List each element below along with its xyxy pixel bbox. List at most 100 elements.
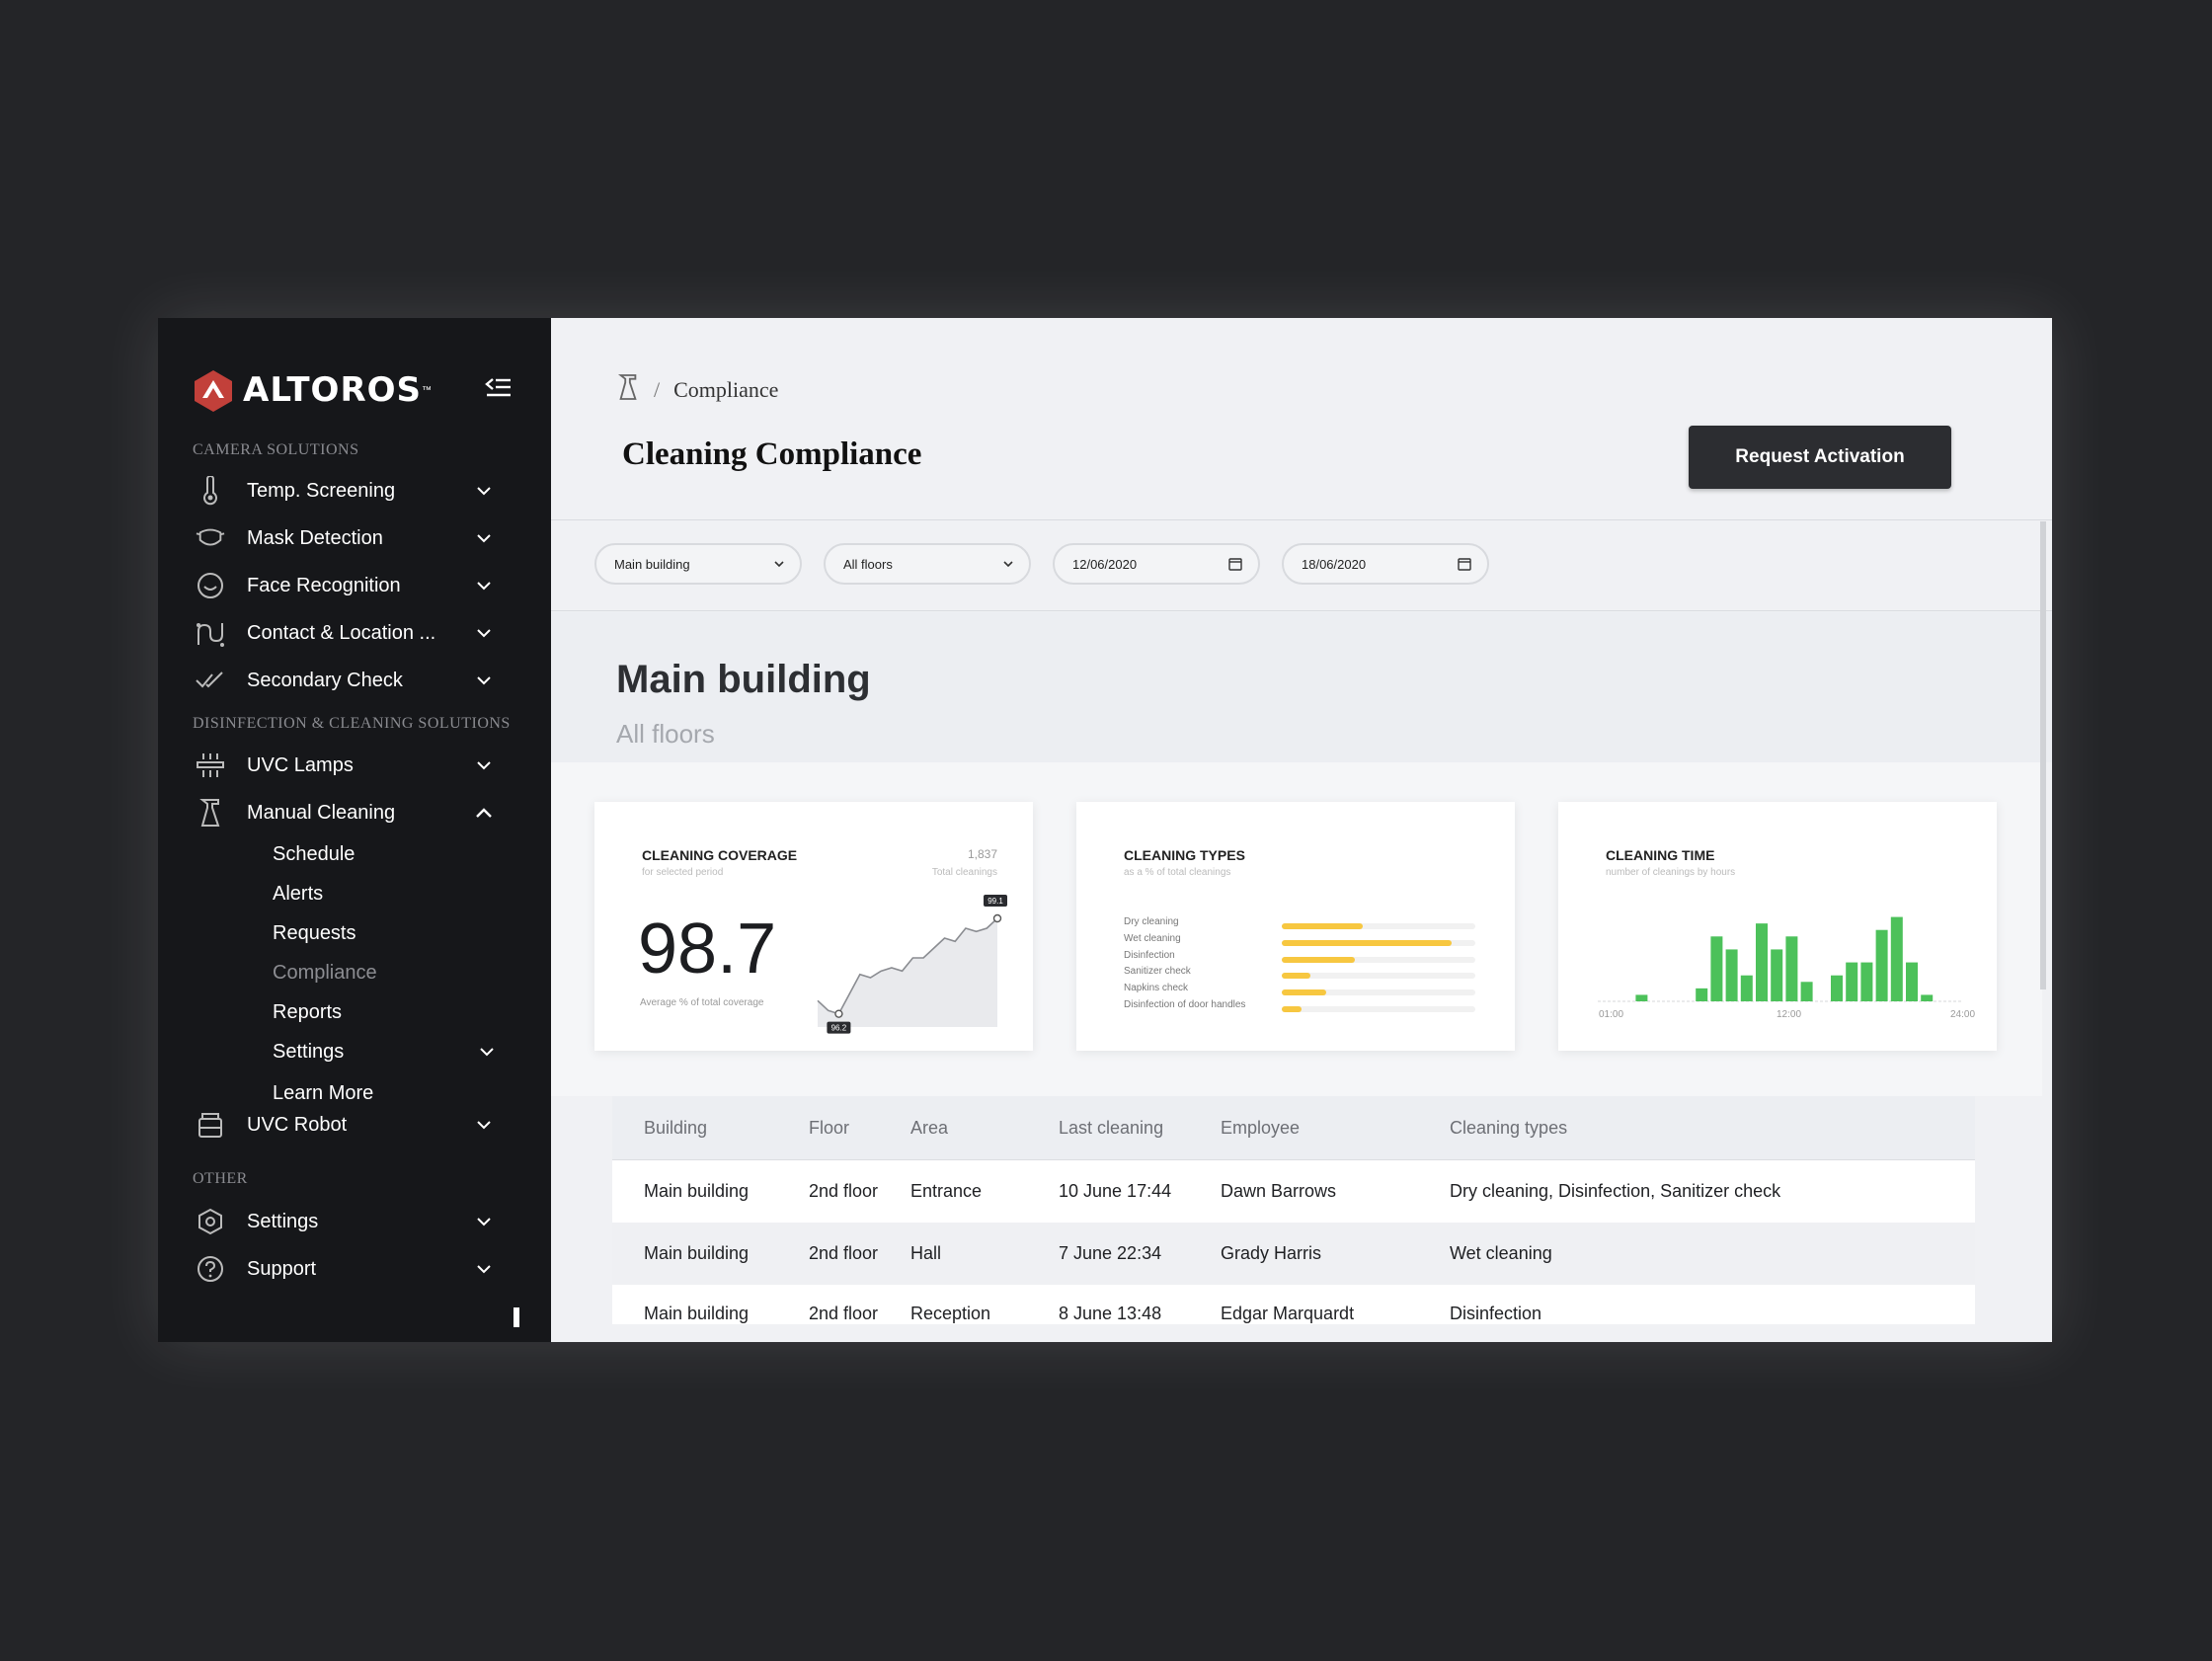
table-row[interactable]: Main building 2nd floor Hall 7 June 22:3… [612, 1223, 1975, 1285]
table-row[interactable]: Main building 2nd floor Reception 8 June… [612, 1285, 1975, 1324]
time-bar [1831, 975, 1843, 1001]
submenu-item-requests[interactable]: Requests [273, 922, 356, 944]
bar-fill [1282, 939, 1453, 946]
submenu-item-compliance[interactable]: Compliance [273, 962, 377, 984]
column-header-cleaning-types[interactable]: Cleaning types [1450, 1117, 1568, 1138]
time-bar [1756, 923, 1768, 1001]
chevron-down-icon[interactable] [474, 533, 494, 543]
axis-tick-label: 01:00 [1599, 1009, 1624, 1020]
sidebar-item-label: Support [247, 1257, 317, 1280]
submenu-item-learn-more[interactable]: Learn More [273, 1082, 374, 1104]
column-header-area[interactable]: Area [910, 1117, 949, 1138]
calendar-icon[interactable] [1458, 557, 1471, 571]
card-title: CLEANING TIME [1606, 847, 1715, 863]
cell-floor: 2nd floor [809, 1304, 879, 1323]
main-scrollbar[interactable] [2040, 521, 2046, 989]
max-point [992, 913, 1002, 923]
section-camera-solutions: CAMERA SOLUTIONS [193, 441, 359, 458]
card-subtitle: as a % of total cleanings [1124, 867, 1231, 878]
chevron-down-icon[interactable] [474, 675, 494, 685]
sidebar-scrollbar[interactable] [514, 1307, 519, 1327]
sidebar-item-face-recognition[interactable]: Face Recognition [188, 564, 494, 607]
app-window: ALTOROS ™ CAMERA SOLUTIONS Temp. Screenin… [158, 318, 2052, 1342]
logo[interactable]: ALTOROS ™ [192, 368, 432, 412]
request-activation-button[interactable]: Request Activation [1689, 426, 1951, 489]
chevron-down-icon[interactable] [474, 1264, 494, 1274]
total-cleanings-label: Total cleanings [931, 867, 997, 878]
cell-last-cleaning: 10 June 17:44 [1059, 1181, 1172, 1201]
cell-cleaning-types: Wet cleaning [1450, 1243, 1552, 1263]
chevron-down-icon[interactable] [474, 486, 494, 496]
sidebar-item-contact-location[interactable]: Contact & Location ... [188, 611, 494, 655]
building-select[interactable]: Main building [594, 543, 802, 585]
sidebar-item-uvc-robot[interactable]: UVC Robot [188, 1103, 494, 1147]
chevron-down-icon[interactable] [474, 1217, 494, 1226]
sidebar-item-temp-screening[interactable]: Temp. Screening [188, 469, 494, 513]
type-bar-row [1282, 952, 1475, 969]
chevron-down-icon[interactable] [474, 760, 494, 770]
min-marker-label: 96.2 [831, 1024, 847, 1033]
cleaning-types-card: CLEANING TYPES as a % of total cleanings… [1076, 802, 1515, 1051]
time-bar [1846, 962, 1858, 1001]
table-row[interactable]: Main building 2nd floor Entrance 10 June… [612, 1160, 1975, 1223]
collapse-menu-icon[interactable] [484, 375, 512, 404]
breadcrumb-separator: / [654, 377, 661, 402]
thermometer-icon [196, 476, 225, 506]
bar-fill [1282, 923, 1364, 929]
date-from-input[interactable]: 12/06/2020 [1053, 543, 1260, 585]
date-to-input[interactable]: 18/06/2020 [1282, 543, 1489, 585]
calendar-icon[interactable] [1228, 557, 1242, 571]
cleaning-time-card: CLEANING TIME number of cleanings by hou… [1558, 802, 1997, 1051]
chevron-down-icon[interactable] [474, 1120, 494, 1130]
sidebar-item-support[interactable]: Support [188, 1247, 494, 1291]
cell-employee: Grady Harris [1221, 1243, 1322, 1263]
sidebar-item-settings[interactable]: Settings [188, 1200, 494, 1243]
column-header-floor[interactable]: Floor [809, 1117, 850, 1138]
cell-last-cleaning: 7 June 22:34 [1059, 1243, 1162, 1263]
sidebar-item-label: Face Recognition [247, 574, 401, 596]
double-check-icon [196, 666, 225, 695]
sidebar-item-uvc-lamps[interactable]: UVC Lamps [188, 744, 494, 787]
time-bar [1921, 994, 1934, 1001]
chevron-up-icon[interactable] [474, 808, 494, 818]
column-header-last-cleaning[interactable]: Last cleaning [1059, 1117, 1164, 1138]
column-header-building[interactable]: Building [644, 1117, 708, 1138]
bar-track [1282, 956, 1475, 963]
time-bar [1635, 994, 1648, 1001]
max-marker [984, 895, 1007, 907]
cell-area: Reception [910, 1304, 991, 1323]
gear-icon [196, 1207, 225, 1236]
type-bar-row [1282, 968, 1475, 985]
time-bar [1890, 916, 1903, 1001]
sidebar-item-manual-cleaning[interactable]: Manual Cleaning [188, 791, 494, 834]
cell-last-cleaning: 8 June 13:48 [1059, 1304, 1162, 1323]
date-from-value: 12/06/2020 [1072, 556, 1138, 572]
submenu-item-schedule[interactable]: Schedule [273, 843, 356, 865]
spray-icon[interactable] [616, 373, 640, 407]
cell-employee: Dawn Barrows [1221, 1181, 1337, 1201]
submenu-item-alerts[interactable]: Alerts [273, 883, 324, 905]
chevron-down-icon[interactable] [480, 1048, 494, 1057]
card-title: CLEANING TYPES [1124, 847, 1245, 863]
column-header-employee[interactable]: Employee [1221, 1117, 1301, 1138]
type-label: Disinfection [1124, 949, 1175, 961]
floor-select[interactable]: All floors [824, 543, 1031, 585]
chevron-down-icon[interactable] [474, 628, 494, 638]
face-icon [196, 571, 225, 600]
coverage-value: 98.7 [638, 910, 777, 989]
cell-area: Entrance [910, 1181, 983, 1201]
axis-tick-label: 12:00 [1777, 1009, 1802, 1020]
time-bar [1725, 949, 1738, 1001]
sidebar-item-secondary-check[interactable]: Secondary Check [188, 659, 494, 702]
chevron-down-icon[interactable] [474, 581, 494, 591]
submenu-item-settings[interactable]: Settings [273, 1041, 494, 1064]
section-disinfection-cleaning: DISINFECTION & CLEANING SOLUTIONS [193, 715, 511, 732]
sidebar-item-label: Temp. Screening [247, 479, 396, 502]
sidebar-item-mask-detection[interactable]: Mask Detection [188, 516, 494, 560]
page-header: / Compliance Cleaning Compliance Request… [551, 318, 2052, 520]
bar-track [1282, 1005, 1475, 1012]
lamp-icon [196, 751, 225, 780]
submenu-item-reports[interactable]: Reports [273, 1001, 343, 1023]
cell-cleaning-types: Disinfection [1450, 1304, 1542, 1323]
sidebar-item-label: Secondary Check [247, 669, 403, 691]
